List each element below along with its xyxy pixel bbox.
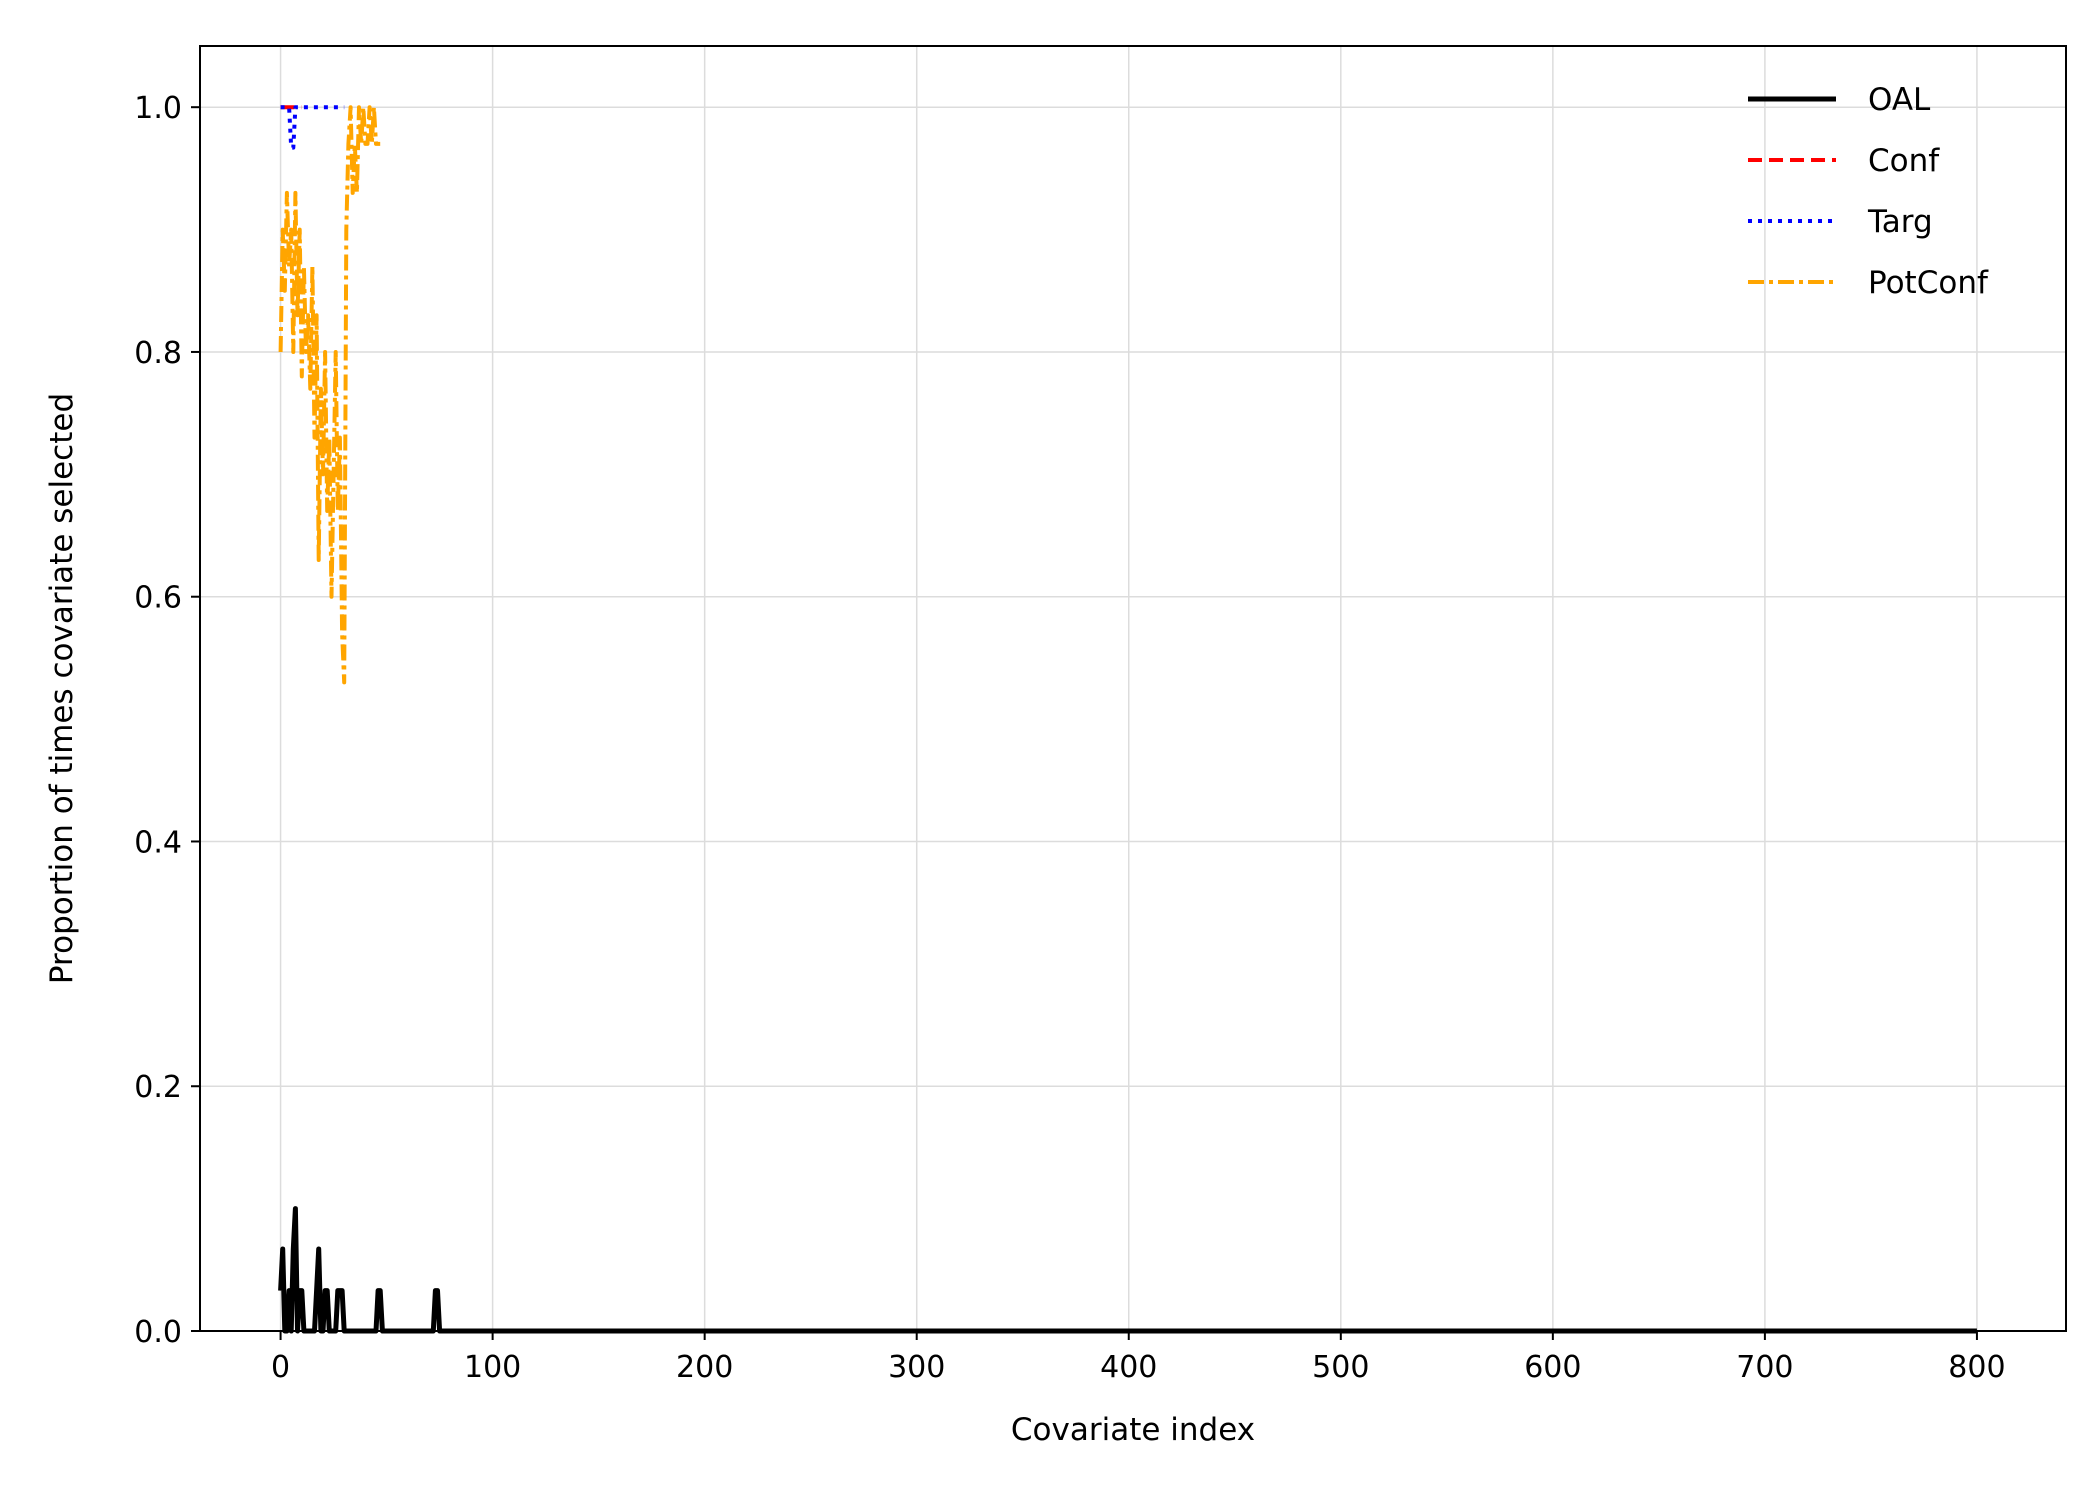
y-axis-label: Proportion of times covariate selected xyxy=(44,393,80,984)
y-tick-label: 0.6 xyxy=(134,581,182,616)
series-line-targ xyxy=(280,105,345,150)
legend-item-conf: Conf xyxy=(1748,143,1940,179)
x-tick-label: 100 xyxy=(464,1350,521,1385)
x-tick-label: 200 xyxy=(676,1350,733,1385)
y-tick-label: 0.2 xyxy=(134,1070,182,1105)
legend-item-potconf: PotConf xyxy=(1748,265,1989,301)
y-tick-label: 0.4 xyxy=(134,825,182,860)
x-tick-label: 500 xyxy=(1312,1350,1369,1385)
x-tick-label: 800 xyxy=(1948,1350,2005,1385)
x-tick-label: 400 xyxy=(1100,1350,1157,1385)
x-axis-label: Covariate index xyxy=(1011,1412,1255,1448)
y-tick-label: 0.0 xyxy=(134,1315,182,1350)
legend-label: Targ xyxy=(1867,204,1933,240)
series-line-potconf xyxy=(278,105,381,685)
legend-label: OAL xyxy=(1868,82,1931,118)
plot-frame xyxy=(199,45,2067,1332)
x-tick-label: 700 xyxy=(1736,1350,1793,1385)
legend-item-oal: OAL xyxy=(1748,82,1931,118)
legend-label: PotConf xyxy=(1868,265,1989,301)
x-tick-label: 300 xyxy=(888,1350,945,1385)
y-tick-label: 1.0 xyxy=(134,91,182,126)
legend: OAL Conf Targ PotConf xyxy=(1748,82,1989,301)
legend-item-targ: Targ xyxy=(1748,204,1933,240)
x-tick-label: 0 xyxy=(271,1350,290,1385)
x-tick-label: 600 xyxy=(1524,1350,1581,1385)
series-potconf xyxy=(278,105,381,685)
legend-label: Conf xyxy=(1868,143,1940,179)
y-axis-ticks: 0.0 0.2 0.4 0.6 0.8 1.0 xyxy=(134,91,200,1350)
x-axis-ticks: 0 100 200 300 400 500 600 700 800 xyxy=(271,1331,2006,1385)
y-tick-label: 0.8 xyxy=(134,336,182,371)
series-targ xyxy=(280,105,345,150)
